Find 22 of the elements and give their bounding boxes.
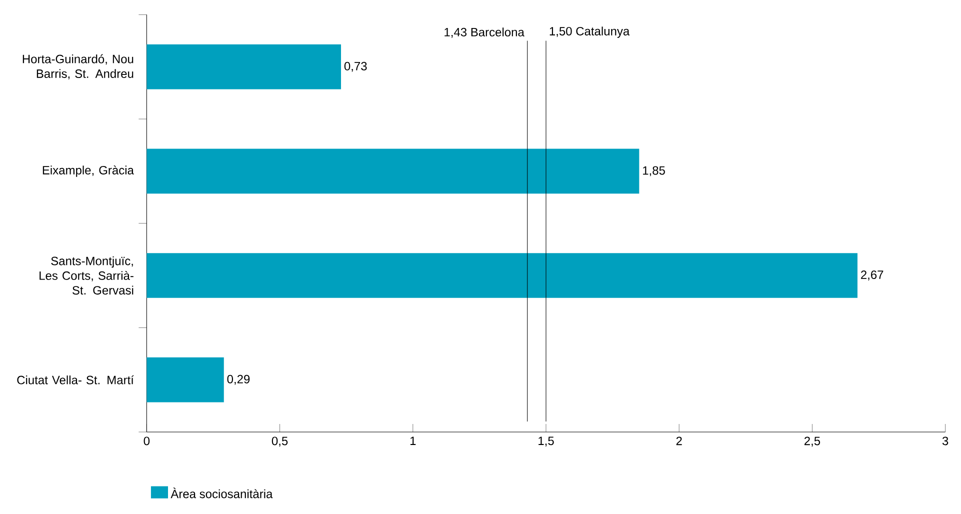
y-tick-label: Ciutat Vella- St. Martí: [17, 375, 134, 384]
legend-label: Àrea sociosanitària: [170, 488, 273, 498]
x-tick-label: 0,5: [272, 436, 288, 447]
text: 2,67: [861, 270, 884, 280]
text: 0,73: [344, 62, 367, 72]
x-tick-label: 0: [144, 436, 150, 446]
bar: [146, 253, 858, 298]
ref-line-label: 1,43 Barcelona: [444, 28, 524, 38]
ref-line-label: 1,50 Catalunya: [550, 26, 630, 38]
y-tick-label: Sants-Montjuïc, Les Corts, Sarrià-St. Gervasi: [40, 256, 134, 295]
bar: [146, 357, 224, 402]
text: 1,85: [643, 166, 665, 176]
x-tick-label: 3: [942, 436, 948, 446]
bar: [146, 148, 640, 194]
x-tick-label: 1: [410, 436, 416, 445]
x-tick-label: 2: [676, 436, 682, 446]
bar: [146, 44, 342, 90]
x-tick-label: 2,5: [804, 436, 820, 447]
y-tick-label: Horta-Guinardó, Nou Barris, St. Andreu: [22, 54, 134, 80]
text: 0,29: [227, 374, 250, 385]
x-tick-label: 1,5: [538, 436, 554, 446]
y-tick-label: Eixample, Gràcia: [42, 165, 134, 177]
